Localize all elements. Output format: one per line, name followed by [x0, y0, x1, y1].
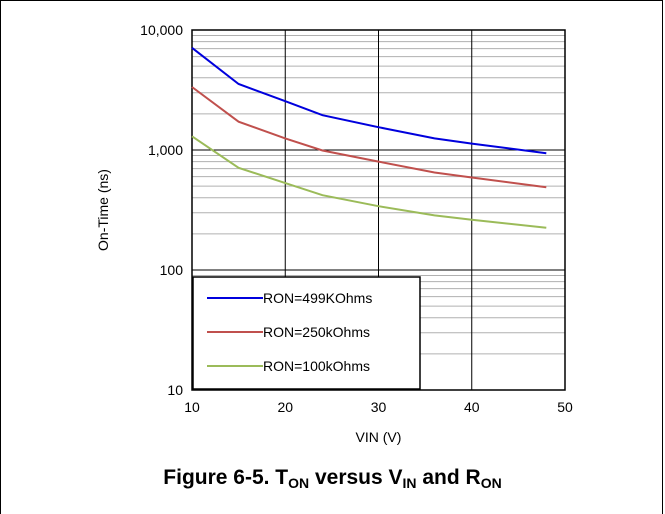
x-tick-label: 30: [371, 399, 387, 415]
caption-text: Figure 6-5. T: [163, 466, 289, 489]
y-tick-label: 100: [160, 262, 184, 278]
legend-label-3: RON=100kOhms: [263, 358, 370, 374]
x-tick-label: 20: [277, 399, 293, 415]
y-tick-label: 1,000: [148, 142, 183, 158]
caption-text-and: and R: [416, 466, 481, 489]
plot-area: [191, 29, 566, 391]
y-axis-label: On-Time (ns): [95, 169, 111, 251]
series-line-3: [191, 135, 547, 229]
chart-legend: RON=499KOhms RON=250kOhms RON=100kOhms: [192, 276, 421, 390]
y-tick-label: 10,000: [140, 22, 183, 38]
x-tick-label: 40: [464, 399, 480, 415]
y-tick-label: 10: [167, 382, 183, 398]
figure-caption: Figure 6-5. TON versus VIN and RON: [0, 466, 665, 491]
legend-label-2: RON=250kOhms: [263, 324, 370, 340]
x-tick-labels: 10 20 30 40 50: [184, 399, 573, 415]
series-line-2: [191, 86, 547, 189]
x-tick-label: 50: [557, 399, 573, 415]
legend-label-1: RON=499KOhms: [263, 290, 372, 306]
caption-sub-on-2: ON: [480, 475, 502, 491]
series-line-1: [191, 47, 547, 155]
on-time-chart: 10 20 30 40 50 10 100 1,000 10,000 VIN (V) On-T…: [95, 22, 573, 445]
x-axis-label: VIN (V): [356, 429, 402, 445]
caption-sub-on: ON: [288, 475, 310, 491]
caption-text-versus: versus V: [309, 466, 403, 489]
y-tick-labels: 10 100 1,000 10,000: [140, 22, 183, 398]
caption-sub-in: IN: [402, 475, 417, 491]
chart-series: [191, 47, 547, 229]
x-tick-label: 10: [184, 399, 200, 415]
